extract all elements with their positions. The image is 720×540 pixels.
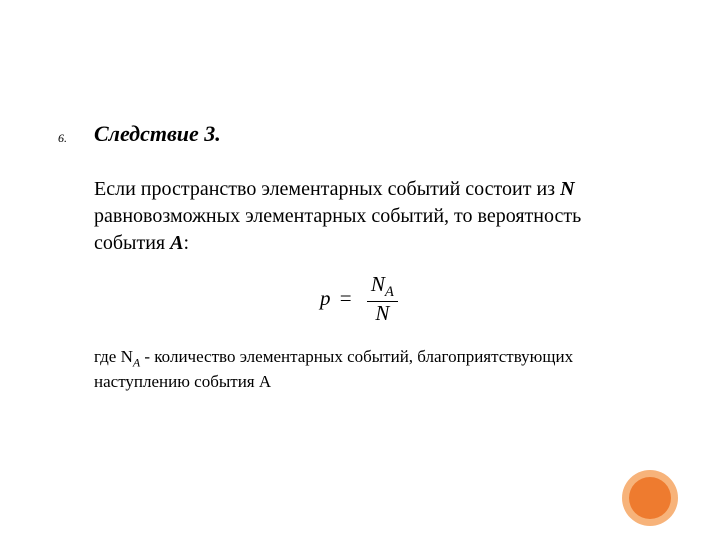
formula-num-n: N: [371, 272, 385, 296]
note-n-letter: N: [121, 347, 133, 366]
note-middle: - количество элементарных событий, благо…: [94, 347, 573, 391]
formula-probability: p = NA N: [320, 274, 398, 324]
note-prefix: где: [94, 347, 121, 366]
heading-text: Следствие 3.: [94, 121, 221, 146]
note-paragraph: где NA - количество элементарных событий…: [94, 346, 654, 393]
formula-numerator: NA: [367, 274, 398, 302]
formula-fraction: NA N: [367, 274, 398, 324]
formula-p: p: [320, 286, 331, 311]
formula-num-sub: A: [385, 284, 394, 300]
list-number: 6.: [58, 131, 67, 146]
body-paragraph: Если пространство элементарных событий с…: [94, 176, 654, 257]
heading-corollary: Следствие 3.: [94, 121, 221, 147]
body-prefix: Если пространство элементарных событий с…: [94, 178, 560, 200]
body-suffix: :: [183, 232, 189, 254]
accent-circle-inner: [629, 477, 671, 519]
note-n: NA: [121, 347, 141, 366]
formula-denominator: N: [367, 302, 398, 324]
slide: 6. Следствие 3. Если пространство элемен…: [0, 0, 720, 540]
body-variable-a: A: [170, 232, 183, 254]
list-number-text: 6.: [58, 131, 67, 145]
formula-equals: =: [336, 286, 356, 311]
note-a: A: [259, 372, 271, 391]
body-variable-n: N: [560, 178, 574, 200]
accent-circle-outer: [622, 470, 678, 526]
body-middle: равновозможных элементарных событий, то …: [94, 205, 581, 254]
